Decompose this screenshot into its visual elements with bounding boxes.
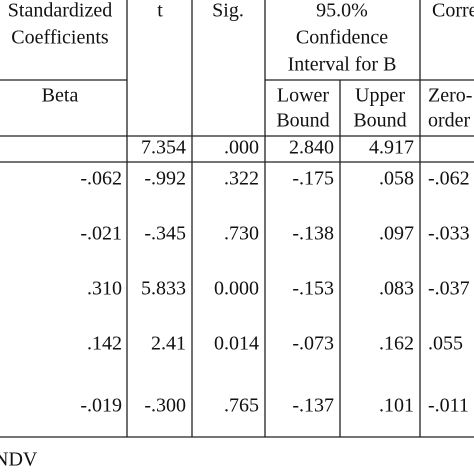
cell: -.021 [80,223,122,245]
cell: .083 [379,278,414,300]
header-text: Upper [355,85,405,107]
cell: -.138 [292,223,334,245]
header-text: Beta [42,85,79,107]
cell: .730 [224,223,259,245]
footnote: NDV [0,449,38,471]
cell: -.019 [80,395,122,417]
cell: .765 [224,395,259,417]
header-text: Interval for B [288,54,397,76]
header-text: Zero- [428,85,472,107]
cell: 5.833 [141,278,186,300]
header-text: Coefficients [11,27,109,49]
header-text: Standardized [8,0,112,22]
cell: -.300 [144,395,186,417]
cell: -.992 [144,168,186,190]
header-text: Lower [277,85,330,107]
cell: -.011 [428,395,469,417]
header-text: Bound [353,110,406,132]
cell: .101 [379,395,414,417]
cell: -.137 [292,395,334,417]
cell: -.153 [292,278,334,300]
cell: 2.41 [151,333,186,355]
cell: -.345 [144,223,186,245]
cell: 0.014 [214,333,259,355]
cell: -.037 [428,278,470,300]
cell: -.175 [292,168,334,190]
cell: .000 [224,137,259,159]
cell: .322 [224,168,259,190]
cell: -.033 [428,223,470,245]
cell: 7.354 [141,137,186,159]
header-text: t [157,0,163,22]
header-text: Sig. [212,0,244,22]
header-text: order [428,110,471,132]
cell: 0.000 [214,278,259,300]
cell: 2.840 [289,137,334,159]
cell: .162 [379,333,414,355]
header-text: Correlations [432,0,474,22]
cell: -.073 [292,333,334,355]
cell: .142 [87,333,122,355]
cell: -.062 [428,168,470,190]
cell: .097 [379,223,414,245]
cell: .058 [379,168,414,190]
cell: .055 [428,333,463,355]
cell: 4.917 [369,137,414,159]
grid-lines [0,0,474,438]
cell: -.062 [80,168,122,190]
header-text: Confidence [296,27,388,49]
cell: .310 [87,278,122,300]
header-text: 95.0% [316,0,368,22]
header-text: Bound [276,110,329,132]
